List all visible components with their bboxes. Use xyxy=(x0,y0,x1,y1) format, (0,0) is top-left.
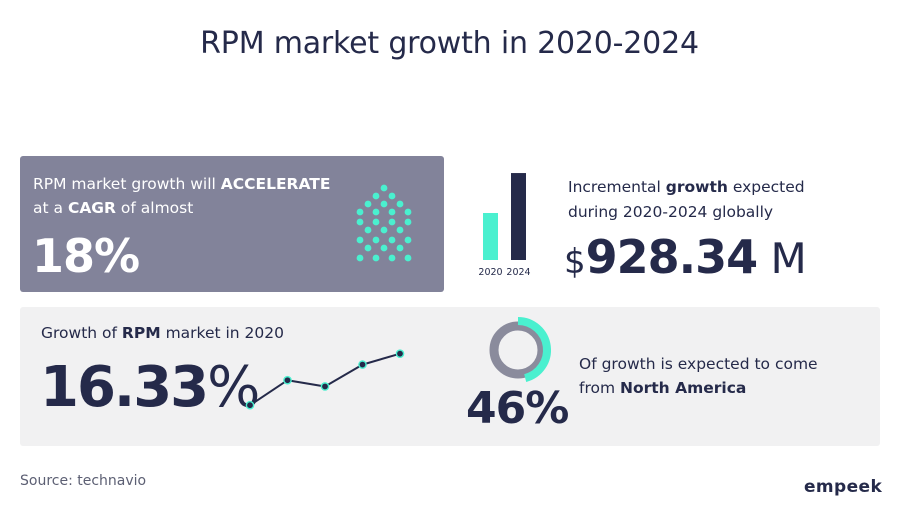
growth-label-prefix: Growth of xyxy=(41,324,122,342)
bar-label-2020: 2020 xyxy=(478,267,502,278)
year-bar-chart: 2020 2024 xyxy=(478,173,531,278)
cagr-line-1-text: RPM market growth will xyxy=(33,175,221,193)
region-donut-chart xyxy=(489,317,551,382)
cagr-line-1: RPM market growth will ACCELERATE xyxy=(33,175,330,193)
sparkline-point-2 xyxy=(283,375,292,385)
sparkline-point-1 xyxy=(245,400,255,410)
donut-north-america-slice xyxy=(517,317,551,382)
incremental-line-1-prefix: Incremental xyxy=(568,178,666,196)
cagr-label: CAGR xyxy=(67,199,116,217)
sparkline-point-5 xyxy=(395,349,405,358)
sparkline-point-3 xyxy=(320,382,330,391)
incremental-line-2: during 2020-2024 globally xyxy=(568,203,774,221)
currency-symbol: $ xyxy=(564,242,586,282)
upward-chevron-dots-icon xyxy=(356,184,412,262)
incremental-growth-section: 2020 2024 Incremental growth expected dur… xyxy=(460,156,880,292)
growth-sparkline xyxy=(245,349,405,410)
bar-2024 xyxy=(511,173,526,260)
incremental-line-1-suffix: expected xyxy=(727,178,805,196)
growth-value: 16.33% xyxy=(40,355,260,420)
accelerate-label: ACCELERATE xyxy=(220,175,331,193)
growth-label: growth xyxy=(665,178,728,196)
growth-number: 16.33 xyxy=(40,355,209,420)
growth-card: Growth of RPM market in 2020 16.33% 46% … xyxy=(20,307,880,446)
cagr-value: 18% xyxy=(32,229,140,283)
bar-label-2024: 2024 xyxy=(506,267,530,278)
growth-label-suffix: market in 2020 xyxy=(160,324,285,342)
region-share-value: 46% xyxy=(466,383,569,434)
donut-remainder-slice xyxy=(489,321,547,379)
incremental-line-1: Incremental growth expected xyxy=(568,178,805,196)
source-note: Source: technavio xyxy=(20,473,147,489)
cagr-line-2: at a CAGR of almost xyxy=(33,199,193,217)
growth-label-text: Growth of RPM market in 2020 xyxy=(41,324,284,342)
incremental-amount: 928.34 xyxy=(585,230,759,284)
bar-2020 xyxy=(483,213,498,260)
cagr-line-2-prefix: at a xyxy=(33,199,68,217)
sparkline-path xyxy=(249,352,401,407)
brand-logo: empeek xyxy=(804,477,883,497)
region-line-2-prefix: from xyxy=(579,379,620,397)
rpm-label: RPM xyxy=(121,324,161,342)
north-america-label: North America xyxy=(620,379,747,397)
cagr-line-2-suffix: of almost xyxy=(115,199,194,217)
cagr-card: RPM market growth will ACCELERATE at a C… xyxy=(20,156,444,292)
region-line-2: from North America xyxy=(579,379,746,397)
sparkline-point-4 xyxy=(358,360,367,369)
page-title: RPM market growth in 2020-2024 xyxy=(200,26,699,61)
incremental-value: $928.34 M xyxy=(564,230,807,284)
region-line-1: Of growth is expected to come xyxy=(579,355,818,373)
incremental-unit: M xyxy=(757,234,807,283)
